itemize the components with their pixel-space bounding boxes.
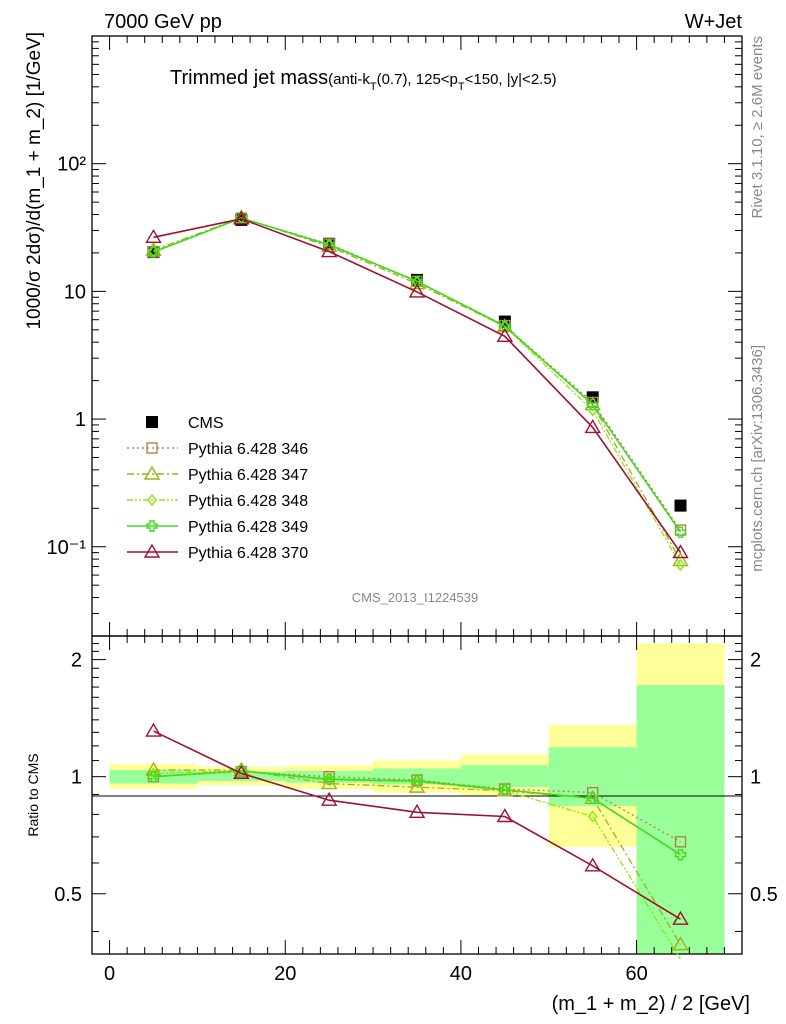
plot-title: Trimmed jet mass(anti-kT(0.7), 125<pT<15… (170, 67, 557, 93)
main-data-point (672, 544, 689, 559)
main-y-axis-label: 1000/σ 2dσ)/d(m_1 + m_2) [1/GeV] (24, 32, 45, 330)
main-y-tick-label: 1 (75, 409, 86, 431)
legend-marker (146, 442, 158, 454)
legend-label: Pythia 6.428 346 (188, 441, 308, 458)
ratio-data-point (411, 775, 423, 787)
ratio-y-axis-label: Ratio to CMS (25, 753, 41, 836)
main-y-tick-label: 10⁻¹ (47, 537, 87, 559)
ratio-y-tick-label-right: 0.5 (750, 884, 778, 906)
analysis-watermark: CMS_2013_I1224539 (352, 590, 479, 605)
ratio-series-line (153, 730, 681, 920)
ratio-y-tick-label-right: 1 (750, 767, 761, 789)
mcplots-label: mcplots.cern.ch [arXiv:1306.3436] (749, 345, 766, 572)
ratio-data-point (145, 761, 162, 776)
main-data-point (499, 320, 511, 332)
main-axis-ticks: 10⁻¹ 1 10 10² (47, 36, 742, 954)
main-data-point (496, 327, 514, 342)
ratio-band-green (460, 765, 549, 788)
main-data-point (145, 228, 162, 244)
legend-marker (146, 520, 158, 532)
ratio-data-point (674, 836, 687, 848)
legend-label: Pythia 6.428 370 (188, 545, 308, 562)
ratio-data-point (674, 849, 687, 861)
main-series-line (153, 217, 682, 554)
ratio-band-green (636, 685, 725, 954)
ratio-data-point (408, 778, 426, 793)
ratio-data-point (499, 784, 511, 796)
ratio-data-point (672, 910, 689, 925)
legend-marker (143, 543, 161, 558)
ratio-data-point (323, 773, 335, 785)
ratio-data-point (233, 764, 250, 780)
plot-title-main: Trimmed jet mass (170, 67, 328, 89)
legend-marker (146, 416, 158, 428)
legend-marker (143, 465, 161, 480)
main-data-point (674, 499, 687, 512)
ratio-data-point (145, 722, 162, 737)
header-right: W+Jet (685, 11, 743, 33)
main-series-group (145, 209, 689, 572)
ratio-data-point (584, 857, 601, 872)
ratio-bands (109, 643, 725, 954)
x-tick-label: 20 (274, 963, 296, 985)
header-left: 7000 GeV pp (104, 11, 222, 33)
ratio-axis-ticks: 0.5 0.51 12 20 20 40 60 (54, 643, 778, 985)
ratio-series-line (153, 770, 682, 960)
legend-label: Pythia 6.428 347 (188, 467, 308, 484)
main-data-point (320, 243, 338, 258)
main-data-point (233, 210, 250, 225)
ratio-series-line (153, 770, 681, 856)
main-data-point (147, 246, 160, 258)
legend-label: CMS (188, 415, 224, 432)
main-data-point (675, 558, 686, 572)
main-data-point (411, 275, 423, 287)
ratio-data-point (586, 792, 599, 804)
ratio-y-tick-label-right: 2 (750, 650, 761, 672)
x-axis-label: (m_1 + m_2) / 2 [GeV] (552, 993, 750, 1015)
ratio-plot-frame (91, 635, 743, 955)
main-data-point (584, 419, 601, 434)
ratio-series-group (145, 722, 689, 960)
rivet-version-label: Rivet 3.1.10, ≥ 2.6M events (749, 36, 766, 219)
x-tick-label: 40 (450, 963, 472, 985)
ratio-band-green (109, 770, 198, 784)
main-data-point (674, 526, 687, 538)
main-data-point (408, 283, 426, 298)
ratio-data-point (147, 770, 160, 783)
ratio-data-point (320, 791, 338, 806)
legend-marker (147, 493, 157, 507)
ratio-y-tick-label: 1 (71, 767, 82, 789)
x-tick-label: 60 (625, 963, 647, 985)
main-y-tick-label: 10 (64, 281, 86, 303)
plot-title-sub: (anti-kT(0.7), 125<pT<150, |y|<2.5) (328, 71, 557, 93)
main-series-line (153, 217, 682, 566)
main-series-line (153, 217, 682, 533)
legend-label: Pythia 6.428 349 (188, 519, 308, 536)
legend: CMS Pythia 6.428 346 Pythia 6.428 347 Pythi… (127, 415, 308, 562)
ratio-data-point (496, 808, 514, 823)
ratio-y-tick-label: 0.5 (54, 884, 82, 906)
legend-label: Pythia 6.428 348 (188, 493, 308, 510)
ratio-data-point (408, 803, 426, 818)
ratio-y-tick-label: 2 (71, 650, 82, 672)
ratio-data-point (320, 775, 338, 790)
main-y-tick-label: 10² (57, 154, 86, 176)
main-data-point (586, 398, 599, 411)
x-tick-label: 0 (104, 963, 115, 985)
ratio-data-point (587, 810, 598, 823)
ratio-data-point (672, 936, 689, 951)
